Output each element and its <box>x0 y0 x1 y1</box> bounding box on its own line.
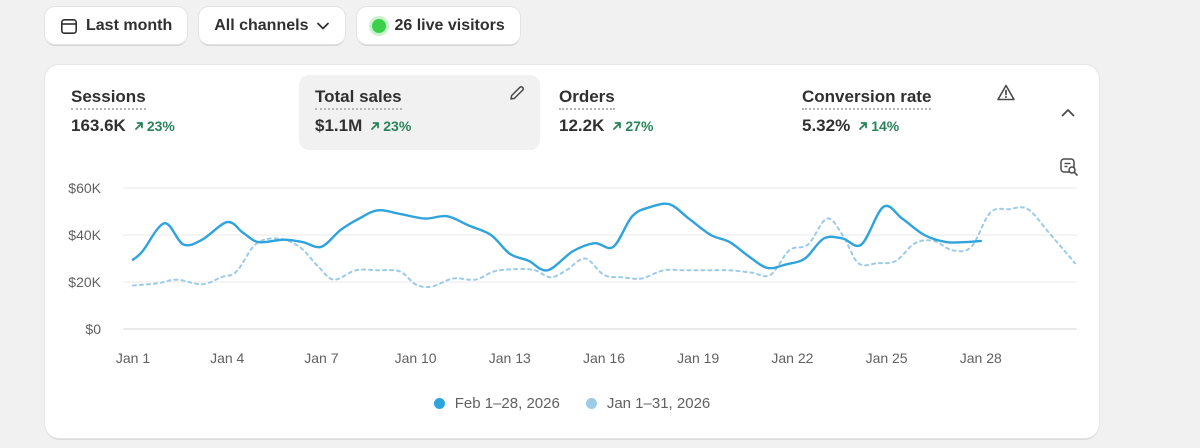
channels-dropdown[interactable]: All channels <box>199 7 346 44</box>
metric-conversion-rate[interactable]: Conversion rate 5.32% 14% <box>786 75 1027 150</box>
legend-label-current: Feb 1–28, 2026 <box>454 395 560 412</box>
x-tick-label: Jan 7 <box>304 350 338 366</box>
legend-label-previous: Jan 1–31, 2026 <box>606 395 711 412</box>
date-range-button[interactable]: Last month <box>45 7 188 44</box>
sales-chart: $0 $20K $40K $60K Jan 1 Jan 4 Jan 7 Jan 10 Jan 1… <box>68 180 1077 366</box>
x-tick-label: Jan 22 <box>771 350 813 366</box>
series-line-previous <box>132 206 1076 289</box>
x-tick-label: Jan 1 <box>116 350 150 366</box>
x-tick-label: Jan 10 <box>395 350 437 366</box>
x-tick-label: Jan 16 <box>583 350 625 366</box>
chevron-down-icon <box>317 22 330 29</box>
metric-change: 27% <box>612 118 653 134</box>
metric-label: Sessions <box>71 87 146 110</box>
y-tick-label: $0 <box>85 321 101 337</box>
metric-value: 5.32% <box>802 116 851 135</box>
chart-search-icon[interactable] <box>1059 157 1079 177</box>
chevron-up-icon[interactable] <box>1060 105 1076 121</box>
live-visitors-button[interactable]: 26 live visitors <box>357 7 520 44</box>
chart-legend: Feb 1–28, 2026 Jan 1–31, 2026 <box>45 395 1099 412</box>
x-tick-label: Jan 25 <box>866 350 908 366</box>
series-line-current <box>131 202 982 272</box>
metric-change-value: 27% <box>625 118 654 134</box>
legend-dot-previous <box>585 398 597 409</box>
metric-change: 23% <box>370 118 411 134</box>
metric-sessions[interactable]: Sessions 163.6K 23% <box>55 75 296 150</box>
metric-change: 23% <box>134 118 175 134</box>
arrow-up-right-icon <box>613 122 622 130</box>
metric-change-value: 14% <box>871 118 900 134</box>
warning-icon[interactable] <box>996 83 1016 103</box>
legend-dot-current <box>433 398 445 409</box>
y-tick-label: $40K <box>68 227 101 243</box>
metric-label: Orders <box>559 87 615 110</box>
metric-value: $1.1M <box>315 116 363 135</box>
arrow-up-right-icon <box>134 122 143 130</box>
metric-label: Total sales <box>315 87 402 110</box>
metric-value: 163.6K <box>71 116 126 135</box>
edit-pencil-icon[interactable] <box>508 84 526 102</box>
toolbar: Last month All channels 26 live visitors <box>45 7 520 44</box>
legend-item-current[interactable]: Feb 1–28, 2026 <box>433 395 560 412</box>
x-tick-label: Jan 4 <box>210 350 244 366</box>
metric-change: 14% <box>858 118 899 134</box>
channels-label: All channels <box>214 16 309 34</box>
date-range-label: Last month <box>86 16 173 34</box>
x-tick-label: Jan 19 <box>677 350 719 366</box>
calendar-icon <box>60 18 77 34</box>
metric-orders[interactable]: Orders 12.2K 27% <box>543 75 784 150</box>
metric-value: 12.2K <box>559 116 605 135</box>
metric-change-value: 23% <box>146 118 175 134</box>
live-visitors-label: 26 live visitors <box>394 16 505 34</box>
live-status-icon <box>372 18 387 33</box>
arrow-up-right-icon <box>371 122 380 130</box>
analytics-card: Sessions 163.6K 23% Total sales $1.1M 23… <box>45 65 1099 438</box>
x-tick-label: Jan 28 <box>960 350 1002 366</box>
x-tick-label: Jan 13 <box>489 350 531 366</box>
metric-total-sales[interactable]: Total sales $1.1M 23% <box>299 75 540 150</box>
y-tick-label: $20K <box>68 274 101 290</box>
arrow-up-right-icon <box>859 122 868 130</box>
metric-label: Conversion rate <box>802 87 932 110</box>
metric-change-value: 23% <box>383 118 412 134</box>
y-tick-label: $60K <box>68 180 101 196</box>
legend-item-previous[interactable]: Jan 1–31, 2026 <box>585 395 711 412</box>
